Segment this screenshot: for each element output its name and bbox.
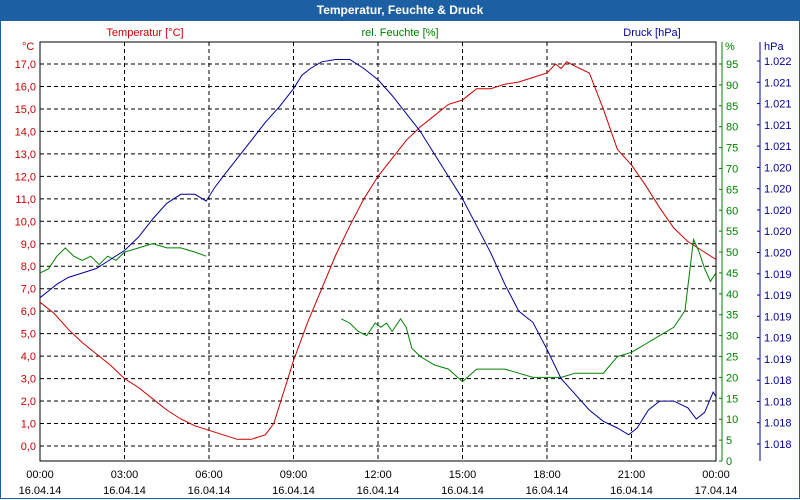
right-tick-label: 1.019 bbox=[764, 311, 792, 323]
left-tick-label: 7,0 bbox=[21, 284, 36, 296]
middle-tick-label: 45 bbox=[726, 268, 738, 280]
left-tick-label: 11,0 bbox=[15, 194, 36, 206]
right-tick-label: 1.019 bbox=[764, 269, 792, 281]
middle-tick-label: 15 bbox=[726, 393, 738, 405]
humidity-legend: rel. Feuchte [%] bbox=[361, 27, 438, 39]
middle-tick-label: 70 bbox=[726, 163, 738, 175]
middle-tick-label: 65 bbox=[726, 184, 738, 196]
left-tick-label: 8,0 bbox=[21, 261, 36, 273]
middle-tick-label: 85 bbox=[726, 101, 738, 113]
right-tick-label: 1.020 bbox=[764, 162, 792, 174]
right-tick-label: 1.019 bbox=[764, 354, 792, 366]
right-tick-label: 1.019 bbox=[764, 290, 792, 302]
humidity-line bbox=[39, 237, 717, 383]
middle-tick-label: 30 bbox=[726, 331, 738, 343]
middle-tick-label: 10 bbox=[726, 414, 738, 426]
left-tick-label: 1,0 bbox=[21, 419, 36, 431]
right-tick-label: 1.020 bbox=[764, 226, 792, 238]
x-tick-time: 06:00 bbox=[195, 469, 223, 481]
left-tick-label: 2,0 bbox=[21, 396, 36, 408]
right-tick-label: 1.018 bbox=[764, 396, 792, 408]
left-tick-label: 16,0 bbox=[15, 81, 36, 93]
middle-tick-label: 75 bbox=[726, 143, 738, 155]
middle-tick-label: 50 bbox=[726, 247, 738, 259]
left-tick-label: 6,0 bbox=[21, 306, 36, 318]
right-tick-label: 1.018 bbox=[764, 439, 792, 451]
right-tick-label: 1.020 bbox=[764, 248, 792, 260]
left-tick-label: 12,0 bbox=[15, 171, 36, 183]
left-tick-label: 5,0 bbox=[21, 329, 36, 341]
x-tick-date: 16.04.14 bbox=[103, 485, 146, 497]
temperature-line bbox=[39, 61, 717, 440]
left-tick-label: 0,0 bbox=[21, 441, 36, 453]
x-tick-date: 16.04.14 bbox=[357, 485, 400, 497]
pressure-legend: Druck [hPa] bbox=[623, 27, 680, 39]
x-tick-time: 09:00 bbox=[280, 469, 308, 481]
pressure-line bbox=[39, 59, 717, 436]
temperature-legend: Temperatur [°C] bbox=[106, 27, 183, 39]
x-tick-time: 03:00 bbox=[111, 469, 139, 481]
left-tick-label: 4,0 bbox=[21, 351, 36, 363]
chart-title-bar: Temperatur, Feuchte & Druck bbox=[0, 0, 800, 21]
right-tick-label: 1.018 bbox=[764, 375, 792, 387]
left-tick-label: 17,0 bbox=[15, 59, 36, 71]
x-tick-time: 15:00 bbox=[449, 469, 477, 481]
middle-tick-label: 40 bbox=[726, 289, 738, 301]
right-tick-label: 1.022 bbox=[764, 56, 792, 68]
right-tick-label: 1.021 bbox=[764, 77, 792, 89]
right-tick-label: 1.018 bbox=[764, 418, 792, 430]
middle-tick-label: 20 bbox=[726, 372, 738, 384]
x-tick-time: 18:00 bbox=[533, 469, 561, 481]
plot-area-border bbox=[39, 41, 717, 462]
right-tick-label: 1.021 bbox=[764, 120, 792, 132]
x-tick-time: 00:00 bbox=[702, 469, 730, 481]
right-tick-label: 1.020 bbox=[764, 205, 792, 217]
middle-tick-label: 90 bbox=[726, 80, 738, 92]
left-tick-label: 10,0 bbox=[15, 216, 36, 228]
left-tick-label: 3,0 bbox=[21, 374, 36, 386]
middle-tick-label: 35 bbox=[726, 310, 738, 322]
left-tick-label: 9,0 bbox=[21, 239, 36, 251]
left-tick-label: 14,0 bbox=[15, 126, 36, 138]
chart-title: Temperatur, Feuchte & Druck bbox=[316, 3, 484, 17]
middle-tick-label: 80 bbox=[726, 122, 738, 134]
x-tick-date: 16.04.14 bbox=[188, 485, 231, 497]
middle-tick-label: 5 bbox=[726, 435, 732, 447]
middle-tick-label: 55 bbox=[726, 226, 738, 238]
right-axis-unit: hPa bbox=[764, 41, 784, 53]
x-tick-date: 17.04.14 bbox=[695, 485, 738, 497]
middle-tick-label: 25 bbox=[726, 352, 738, 364]
right-tick-label: 1.021 bbox=[764, 99, 792, 111]
left-axis-unit: °C bbox=[22, 41, 34, 53]
middle-tick-label: 0 bbox=[726, 456, 732, 468]
left-tick-label: 13,0 bbox=[15, 149, 36, 161]
right-tick-label: 1.021 bbox=[764, 141, 792, 153]
x-tick-date: 16.04.14 bbox=[610, 485, 653, 497]
x-tick-date: 16.04.14 bbox=[19, 485, 62, 497]
axis-ticks: 00:00 16.04.14 03:00 16.04.14 06:00 16.04.14 0… bbox=[15, 42, 792, 497]
right-tick-label: 1.020 bbox=[764, 184, 792, 196]
x-tick-date: 16.04.14 bbox=[272, 485, 315, 497]
x-tick-date: 16.04.14 bbox=[441, 485, 484, 497]
x-tick-time: 00:00 bbox=[26, 469, 54, 481]
data-series bbox=[39, 59, 717, 440]
x-tick-time: 21:00 bbox=[618, 469, 646, 481]
middle-tick-label: 60 bbox=[726, 205, 738, 217]
middle-tick-label: 95 bbox=[726, 59, 738, 71]
middle-axis-unit: % bbox=[725, 41, 735, 53]
right-tick-label: 1.019 bbox=[764, 333, 792, 345]
x-tick-date: 16.04.14 bbox=[526, 485, 569, 497]
x-tick-time: 12:00 bbox=[364, 469, 392, 481]
grid-lines bbox=[40, 42, 716, 461]
left-tick-label: 15,0 bbox=[15, 104, 36, 116]
